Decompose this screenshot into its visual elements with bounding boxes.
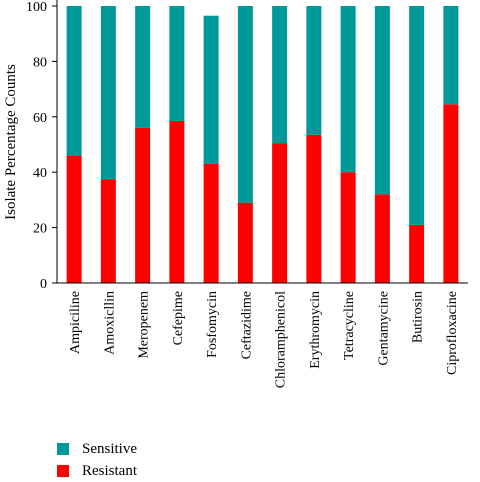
y-tick-label: 20 xyxy=(33,222,47,237)
bar-resistant-fosfomycin xyxy=(203,163,219,283)
x-tick-label: Butirosin xyxy=(411,291,426,343)
x-tick-label: Fosfomycin xyxy=(205,291,220,358)
legend-label-sensitive: Sensitive xyxy=(82,440,137,457)
bar-sensitive-chloramphenicol xyxy=(272,6,288,144)
bar-resistant-ciprofloxacine xyxy=(443,104,459,284)
legend-swatch-resistant xyxy=(57,465,69,477)
legend-label-resistant: Resistant xyxy=(82,462,137,479)
y-tick-label: 40 xyxy=(33,166,47,181)
bar-resistant-erythromycin xyxy=(306,134,322,283)
legend-item-resistant: Resistant xyxy=(57,460,137,482)
bar-sensitive-ampiciline xyxy=(66,6,82,156)
bar-sensitive-ceftazidime xyxy=(237,6,253,203)
bar-sensitive-erythromycin xyxy=(306,6,322,135)
x-tick-label: Cefepime xyxy=(171,291,186,345)
legend: Sensitive Resistant xyxy=(57,438,137,482)
bar-resistant-ceftazidime xyxy=(237,202,253,283)
bar-sensitive-cefepime xyxy=(169,6,185,121)
bar-resistant-amoxicllin xyxy=(100,179,116,283)
y-axis-label: Isolate Percentage Counts xyxy=(3,64,19,220)
x-tick-label: Chloramphenicol xyxy=(274,291,289,388)
bar-sensitive-butirosin xyxy=(409,6,425,225)
bar-sensitive-fosfomycin xyxy=(203,15,219,164)
x-tick-label: Amoxicllin xyxy=(102,291,117,355)
bar-resistant-tetracycline xyxy=(340,172,356,283)
y-tick-label: 0 xyxy=(40,277,47,292)
y-tick-label: 60 xyxy=(33,111,47,126)
y-tick-label: 80 xyxy=(33,55,47,70)
bar-resistant-butirosin xyxy=(409,224,425,283)
x-tick-label: Ceftazidime xyxy=(239,291,254,359)
bar-sensitive-meropenem xyxy=(135,6,151,128)
x-tick-label: Ciprofloxacine xyxy=(445,291,460,375)
x-tick-label: Gentamycine xyxy=(376,291,391,366)
bar-resistant-cefepime xyxy=(169,120,185,283)
bar-sensitive-gentamycine xyxy=(374,6,390,195)
x-tick-label: Erythromycin xyxy=(308,291,323,369)
bar-resistant-meropenem xyxy=(135,127,151,283)
bar-sensitive-amoxicllin xyxy=(100,6,116,180)
bar-resistant-gentamycine xyxy=(374,194,390,283)
x-tick-label: Tetracycline xyxy=(342,291,357,360)
bar-sensitive-tetracycline xyxy=(340,6,356,173)
legend-item-sensitive: Sensitive xyxy=(57,438,137,460)
x-tick-label: Meropenem xyxy=(137,291,152,359)
bar-resistant-ampiciline xyxy=(66,155,82,283)
legend-swatch-sensitive xyxy=(57,443,69,455)
bar-resistant-chloramphenicol xyxy=(272,143,288,283)
y-tick-label: 100 xyxy=(26,0,47,15)
x-tick-label: Ampiciline xyxy=(68,291,83,354)
bar-sensitive-ciprofloxacine xyxy=(443,6,459,105)
